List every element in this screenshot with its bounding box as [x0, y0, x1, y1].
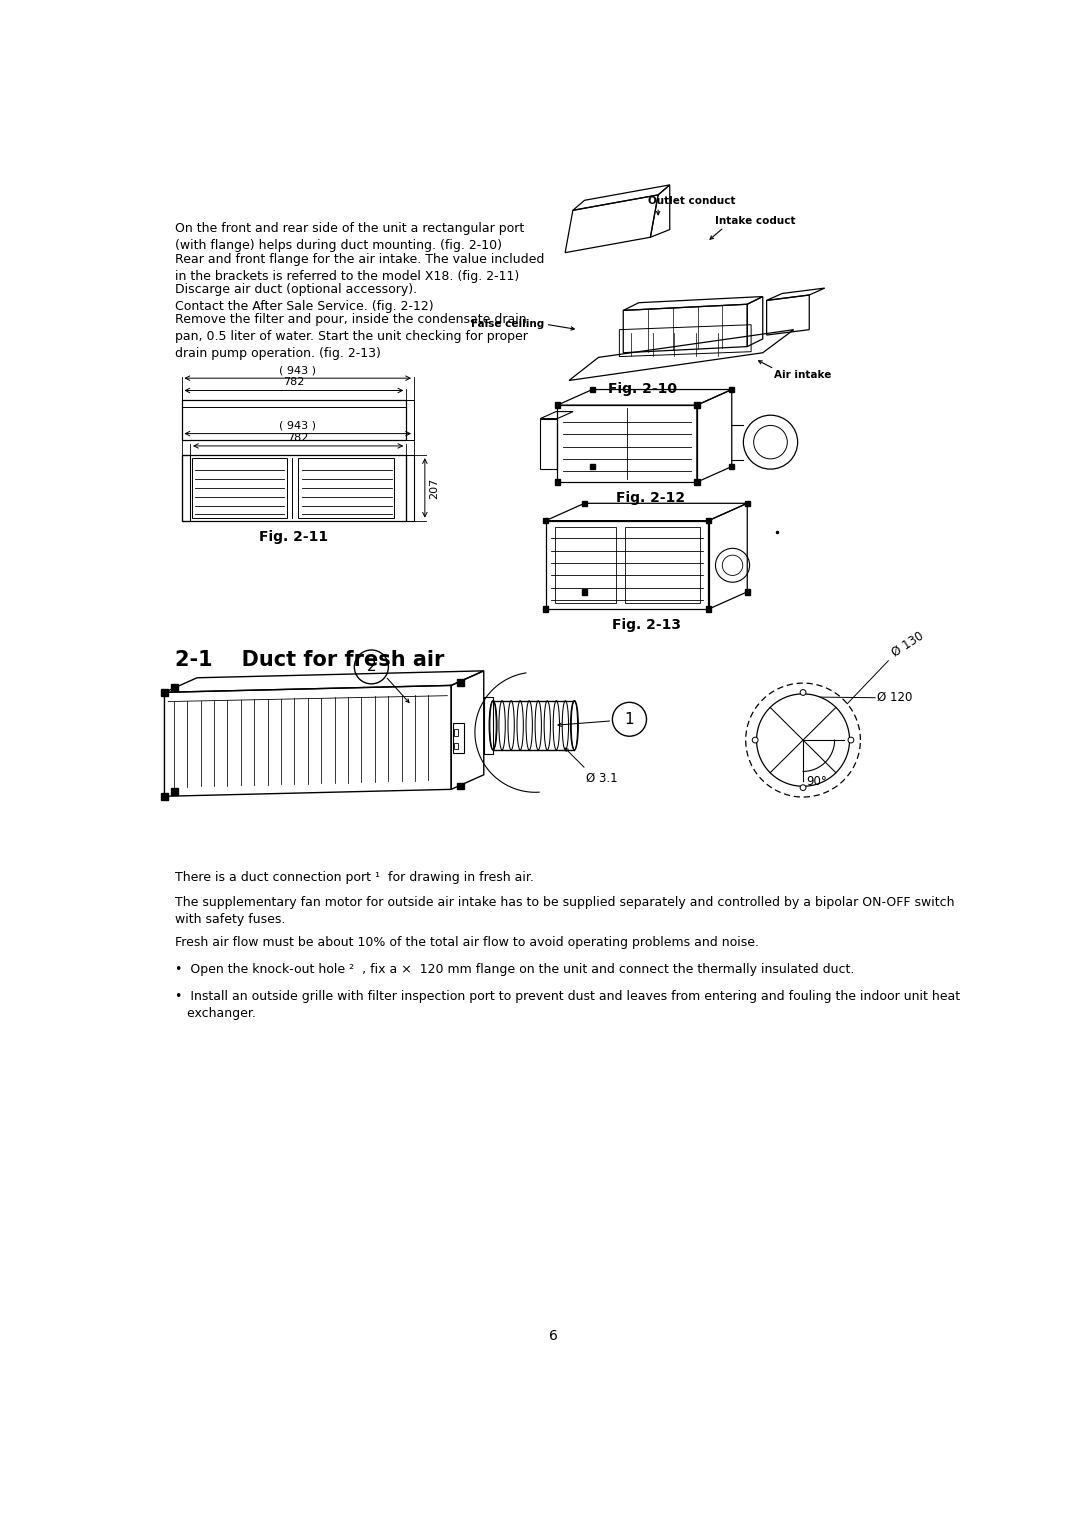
Text: ( 943 ): ( 943 ): [280, 420, 316, 431]
Bar: [540, 419, 557, 469]
Bar: [582, 501, 588, 506]
Text: The supplementary fan motor for outside air intake has to be supplied separately: The supplementary fan motor for outside …: [175, 895, 955, 926]
Bar: [694, 480, 700, 484]
Bar: [453, 723, 463, 753]
Text: •  Open the knock-out hole ²  , fix a ×  120 mm flange on the unit and connect t: • Open the knock-out hole ² , fix a × 12…: [175, 963, 854, 976]
Ellipse shape: [848, 736, 854, 743]
Text: 1: 1: [624, 712, 634, 727]
Text: ( 943 ): ( 943 ): [280, 365, 316, 374]
Bar: [555, 402, 561, 408]
Bar: [590, 465, 595, 469]
Text: Fresh air flow must be about 10% of the total air flow to avoid operating proble: Fresh air flow must be about 10% of the …: [175, 937, 759, 949]
Bar: [484, 697, 494, 753]
Bar: [406, 455, 414, 521]
Bar: [555, 480, 561, 484]
Bar: [454, 743, 458, 749]
Text: 6: 6: [549, 1329, 558, 1343]
Text: Fig. 2-12: Fig. 2-12: [616, 492, 685, 506]
Text: False ceiling: False ceiling: [471, 319, 544, 329]
Ellipse shape: [800, 785, 806, 790]
Bar: [181, 455, 406, 521]
Text: 90°: 90°: [807, 775, 827, 788]
Bar: [161, 793, 167, 799]
Bar: [181, 455, 190, 521]
Bar: [192, 458, 287, 518]
Bar: [171, 788, 178, 796]
Text: Fig. 2-11: Fig. 2-11: [259, 530, 328, 544]
Bar: [694, 402, 700, 408]
Text: 782: 782: [283, 377, 305, 388]
Bar: [171, 685, 178, 692]
Text: Remove the filter and pour, inside the condensate drain
pan, 0.5 liter of water.: Remove the filter and pour, inside the c…: [175, 313, 528, 359]
Text: 2: 2: [366, 660, 376, 674]
Bar: [706, 607, 712, 611]
Bar: [557, 405, 697, 483]
Text: On the front and rear side of the unit a rectangular port
(with flange) helps du: On the front and rear side of the unit a…: [175, 222, 525, 252]
Ellipse shape: [753, 736, 758, 743]
Text: There is a duct connection port ¹  for drawing in fresh air.: There is a duct connection port ¹ for dr…: [175, 871, 535, 885]
Text: Rear and front flange for the air intake. The value included
in the brackets is : Rear and front flange for the air intake…: [175, 252, 544, 283]
Bar: [706, 518, 712, 523]
Bar: [406, 400, 414, 440]
Text: 782: 782: [287, 432, 309, 443]
Bar: [298, 458, 394, 518]
Bar: [744, 590, 750, 594]
Text: 2-1    Duct for fresh air: 2-1 Duct for fresh air: [175, 649, 445, 669]
Bar: [625, 527, 700, 604]
Text: Ø 3.1: Ø 3.1: [586, 772, 618, 784]
Text: Fig. 2-13: Fig. 2-13: [612, 619, 681, 633]
Text: Intake coduct: Intake coduct: [715, 217, 795, 226]
Bar: [555, 527, 616, 604]
Text: Discarge air duct (optional accessory).
Contact the After Sale Service. (fig. 2-: Discarge air duct (optional accessory). …: [175, 284, 434, 313]
Bar: [543, 607, 549, 611]
Text: Air intake: Air intake: [774, 370, 832, 380]
Bar: [543, 518, 549, 523]
Text: 207: 207: [430, 477, 440, 498]
Text: Ø 120: Ø 120: [877, 691, 912, 704]
Bar: [590, 387, 595, 393]
Text: Fig. 2-10: Fig. 2-10: [608, 382, 677, 396]
Bar: [181, 400, 406, 440]
Bar: [582, 590, 588, 594]
Text: •  Install an outside grille with filter inspection port to prevent dust and lea: • Install an outside grille with filter …: [175, 990, 960, 1019]
Bar: [729, 387, 734, 393]
Bar: [545, 521, 708, 610]
Text: Outlet conduct: Outlet conduct: [648, 197, 735, 206]
Bar: [458, 678, 464, 686]
Bar: [181, 400, 406, 406]
Bar: [161, 689, 167, 695]
Ellipse shape: [800, 689, 806, 695]
Bar: [458, 782, 464, 790]
Bar: [744, 501, 750, 506]
Bar: [454, 729, 458, 735]
Text: Ø 130: Ø 130: [890, 630, 927, 659]
Bar: [729, 465, 734, 469]
